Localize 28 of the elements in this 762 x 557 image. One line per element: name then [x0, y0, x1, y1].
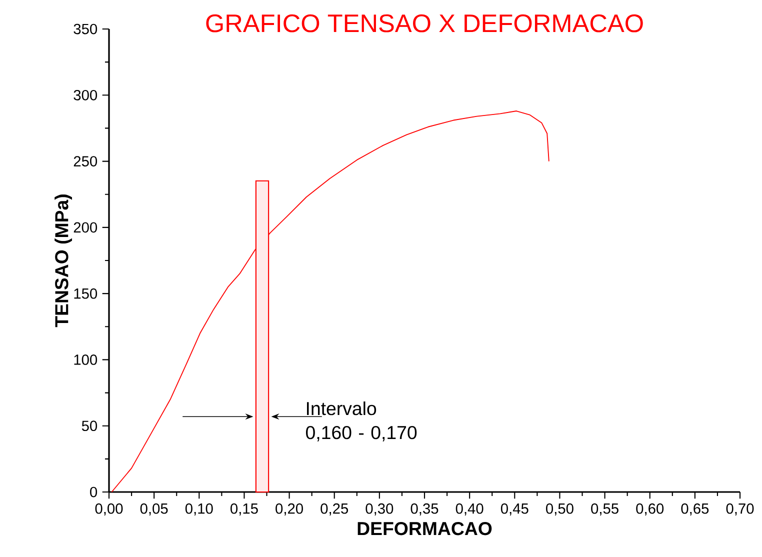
- x-tick-label: 0,60: [636, 503, 664, 516]
- y-tick-label: 300: [74, 90, 98, 100]
- x-tick-label: 0,20: [276, 503, 303, 516]
- y-tick-label: 350: [74, 24, 98, 34]
- x-tick-label: 0,40: [456, 503, 484, 516]
- chart-title: GRAFICO TENSAO X DEFORMACAO: [206, 14, 643, 32]
- y-tick-label: 250: [74, 156, 98, 166]
- line-series: [111, 110, 550, 492]
- x-tick-label: 0,15: [230, 503, 258, 516]
- x-axis-title: DEFORMACAO: [358, 522, 492, 536]
- x-tick-label: 0,00: [95, 503, 123, 516]
- x-tick-label: 0,50: [546, 503, 574, 516]
- x-tick-label: 0,35: [410, 503, 438, 516]
- x-tick-label: 0,30: [366, 503, 394, 516]
- x-tick-label: 0,55: [591, 503, 618, 516]
- x-tick-label: 0,45: [500, 503, 528, 516]
- x-tick-label: 0,10: [185, 503, 213, 516]
- y-tick-label: 100: [74, 354, 98, 365]
- y-axis-title: TENSAO (MPa): [54, 194, 72, 328]
- x-tick-label: 0,65: [681, 503, 709, 516]
- y-tick-label: 200: [74, 222, 98, 233]
- y-tick-label: 50: [82, 420, 98, 432]
- band-label: Intervalo 0,160 - 0,170: [306, 401, 417, 442]
- x-tick-label: 0,25: [320, 503, 348, 516]
- x-tick-label: 0,05: [140, 503, 168, 516]
- x-tick-label: 0,70: [726, 503, 754, 516]
- y-tick-label: 0: [90, 486, 98, 498]
- y-tick-label: 150: [74, 288, 98, 299]
